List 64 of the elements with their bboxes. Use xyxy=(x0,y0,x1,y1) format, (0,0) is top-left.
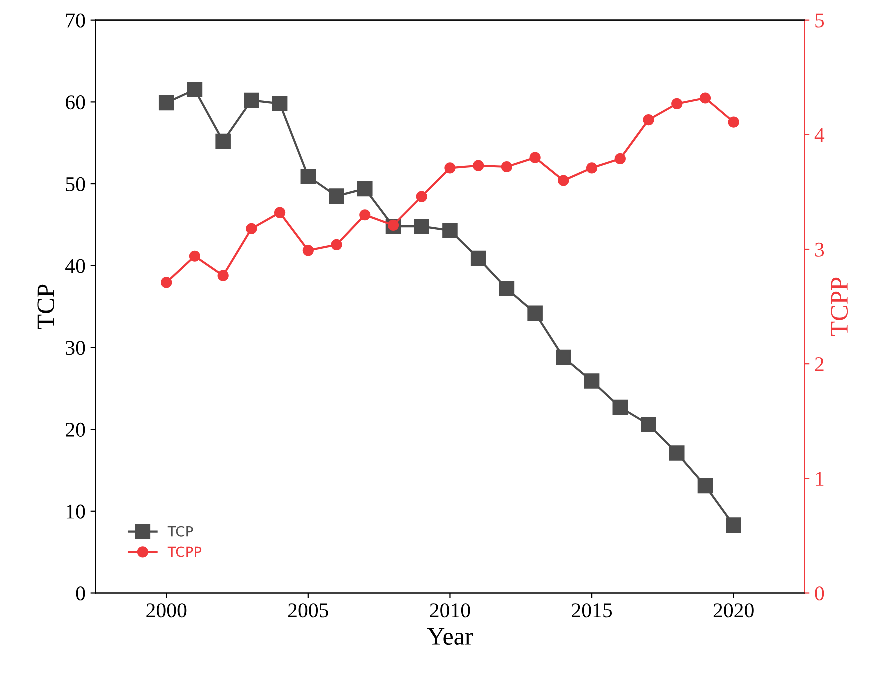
y-axis-title: TCP xyxy=(38,284,55,330)
x-tick-label: 2005 xyxy=(288,604,328,618)
point xyxy=(528,306,543,321)
point xyxy=(669,446,685,461)
point xyxy=(218,270,229,282)
point xyxy=(501,161,513,173)
y-tick-label: 70 xyxy=(66,14,86,28)
point xyxy=(274,207,286,218)
point xyxy=(499,281,515,296)
point xyxy=(358,181,373,197)
point xyxy=(158,95,174,111)
legend-label: TCP xyxy=(168,526,194,537)
point xyxy=(473,160,484,172)
point xyxy=(672,98,683,110)
point xyxy=(530,152,541,164)
point xyxy=(444,162,456,174)
point xyxy=(244,92,260,108)
point xyxy=(614,153,626,165)
y2-tick-label: 3 xyxy=(815,242,824,257)
legend-label: TCPP xyxy=(168,546,202,558)
point xyxy=(360,210,371,221)
point xyxy=(726,518,742,533)
x-tick-label: 2020 xyxy=(714,604,754,618)
point xyxy=(329,188,344,204)
point xyxy=(216,134,231,150)
point xyxy=(161,277,172,288)
point xyxy=(584,374,600,389)
y-tick-label: 40 xyxy=(66,259,86,274)
point xyxy=(643,114,654,126)
y2-axis-title: TCPP xyxy=(831,278,848,336)
point xyxy=(189,250,201,262)
point xyxy=(302,245,314,256)
y-tick-label: 30 xyxy=(66,341,86,356)
y2-tick-label: 5 xyxy=(816,14,824,28)
point xyxy=(470,250,486,266)
point xyxy=(556,350,572,366)
point xyxy=(586,162,598,174)
x-tick-label: 2010 xyxy=(430,604,470,618)
point xyxy=(187,82,203,98)
y2-tick-label: 4 xyxy=(814,128,825,142)
point xyxy=(612,400,628,416)
y-tick-label: 50 xyxy=(66,177,86,192)
point xyxy=(558,175,570,186)
y2-tick-label: 0 xyxy=(815,586,824,601)
point xyxy=(700,92,712,104)
point xyxy=(416,191,428,202)
point xyxy=(246,223,258,234)
x-tick-label: 2015 xyxy=(572,604,612,618)
point xyxy=(414,218,430,234)
y-tick-label: 10 xyxy=(66,504,86,519)
y-tick-label: 20 xyxy=(66,422,86,437)
y-tick-label: 0 xyxy=(76,586,86,601)
y-tick-label: 60 xyxy=(66,96,86,110)
point xyxy=(442,223,458,238)
point xyxy=(300,169,316,184)
point xyxy=(728,116,740,128)
point xyxy=(698,478,714,494)
point xyxy=(641,417,656,432)
y2-tick-label: 2 xyxy=(815,358,824,372)
x-tick-label: 2000 xyxy=(146,604,187,618)
y2-tick-label: 1 xyxy=(816,472,824,486)
point xyxy=(331,239,342,250)
point xyxy=(272,96,288,112)
x-axis-title: Year xyxy=(427,628,474,646)
